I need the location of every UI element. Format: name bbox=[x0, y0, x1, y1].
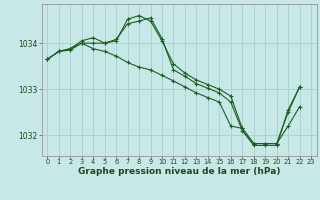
X-axis label: Graphe pression niveau de la mer (hPa): Graphe pression niveau de la mer (hPa) bbox=[78, 167, 280, 176]
